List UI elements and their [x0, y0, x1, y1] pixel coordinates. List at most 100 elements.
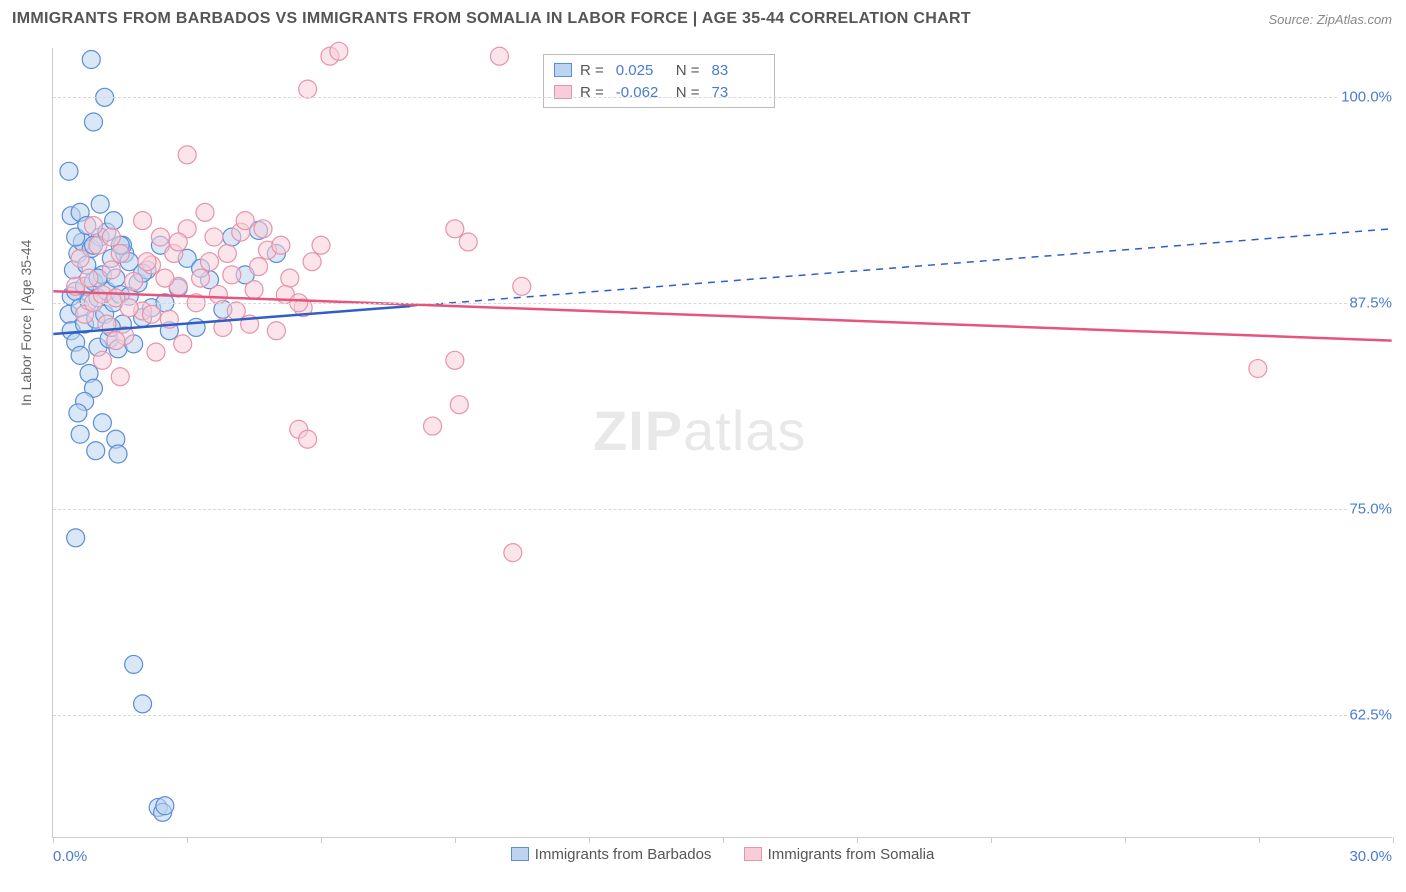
y-tick-label: 75.0%	[1347, 500, 1394, 517]
trend-line-dashed-barbados	[410, 229, 1391, 306]
r-value-barbados: 0.025	[616, 62, 668, 79]
scatter-point-somalia	[490, 47, 508, 65]
chart-canvas	[53, 48, 1392, 837]
scatter-point-somalia	[303, 253, 321, 271]
scatter-point-somalia	[459, 233, 477, 251]
scatter-point-somalia	[205, 228, 223, 246]
scatter-point-somalia	[80, 269, 98, 287]
scatter-point-somalia	[200, 253, 218, 271]
x-tick	[455, 837, 456, 843]
gridline	[53, 97, 1392, 98]
x-tick	[321, 837, 322, 843]
x-tick	[857, 837, 858, 843]
scatter-point-somalia	[299, 80, 317, 98]
scatter-point-somalia	[218, 244, 236, 262]
swatch-barbados	[554, 63, 572, 77]
gridline	[53, 509, 1392, 510]
correlation-stats-box: R = 0.025 N = 83 R = -0.062 N = 73	[543, 54, 775, 108]
scatter-point-somalia	[513, 277, 531, 295]
scatter-point-somalia	[450, 396, 468, 414]
scatter-point-somalia	[299, 430, 317, 448]
x-tick	[589, 837, 590, 843]
scatter-point-somalia	[209, 286, 227, 304]
scatter-point-somalia	[111, 244, 129, 262]
scatter-point-barbados	[134, 695, 152, 713]
scatter-point-barbados	[91, 195, 109, 213]
n-value-barbados: 83	[712, 62, 764, 79]
scatter-point-somalia	[85, 217, 103, 235]
scatter-point-somalia	[156, 269, 174, 287]
scatter-point-barbados	[93, 414, 111, 432]
scatter-point-somalia	[196, 203, 214, 221]
scatter-point-somalia	[254, 220, 272, 238]
y-axis-title: In Labor Force | Age 35-44	[18, 240, 34, 406]
y-tick-label: 100.0%	[1339, 89, 1394, 106]
scatter-point-barbados	[60, 162, 78, 180]
scatter-point-somalia	[102, 228, 120, 246]
x-tick	[53, 837, 54, 843]
x-tick	[1393, 837, 1394, 843]
scatter-point-barbados	[69, 404, 87, 422]
scatter-point-somalia	[151, 228, 169, 246]
scatter-point-somalia	[107, 332, 125, 350]
scatter-point-barbados	[85, 113, 103, 131]
legend-item-barbados: Immigrants from Barbados	[511, 846, 712, 863]
scatter-point-somalia	[245, 281, 263, 299]
scatter-point-somalia	[504, 544, 522, 562]
scatter-point-somalia	[174, 335, 192, 353]
scatter-plot: ZIPatlas R = 0.025 N = 83 R = -0.062 N =…	[52, 48, 1392, 838]
scatter-point-somalia	[446, 351, 464, 369]
scatter-point-somalia	[446, 220, 464, 238]
scatter-point-barbados	[67, 529, 85, 547]
x-tick	[991, 837, 992, 843]
legend-item-somalia: Immigrants from Somalia	[744, 846, 935, 863]
scatter-point-barbados	[87, 442, 105, 460]
scatter-point-somalia	[424, 417, 442, 435]
x-tick	[187, 837, 188, 843]
scatter-point-somalia	[192, 269, 210, 287]
scatter-point-somalia	[111, 368, 129, 386]
gridline	[53, 715, 1392, 716]
scatter-point-somalia	[330, 42, 348, 60]
scatter-point-barbados	[71, 425, 89, 443]
scatter-point-somalia	[250, 258, 268, 276]
scatter-point-somalia	[138, 253, 156, 271]
scatter-point-somalia	[281, 269, 299, 287]
scatter-point-somalia	[1249, 360, 1267, 378]
scatter-point-somalia	[169, 233, 187, 251]
chart-title: IMMIGRANTS FROM BARBADOS VS IMMIGRANTS F…	[12, 10, 971, 27]
scatter-point-barbados	[105, 212, 123, 230]
scatter-point-somalia	[143, 305, 161, 323]
legend-swatch-barbados	[511, 847, 529, 861]
y-tick-label: 87.5%	[1347, 295, 1394, 312]
scatter-point-somalia	[134, 212, 152, 230]
scatter-point-somalia	[227, 302, 245, 320]
scatter-point-somalia	[102, 261, 120, 279]
scatter-point-somalia	[93, 351, 111, 369]
x-tick	[1125, 837, 1126, 843]
stats-row-somalia: R = -0.062 N = 73	[554, 81, 764, 103]
scatter-point-somalia	[125, 272, 143, 290]
legend-swatch-somalia	[744, 847, 762, 861]
scatter-point-somalia	[178, 146, 196, 164]
scatter-point-somalia	[71, 249, 89, 267]
scatter-point-somalia	[267, 322, 285, 340]
scatter-point-somalia	[272, 236, 290, 254]
scatter-point-barbados	[109, 445, 127, 463]
scatter-point-barbados	[82, 51, 100, 69]
bottom-legend: Immigrants from Barbados Immigrants from…	[53, 846, 1392, 866]
scatter-point-somalia	[236, 212, 254, 230]
x-tick	[1259, 837, 1260, 843]
stats-row-barbados: R = 0.025 N = 83	[554, 59, 764, 81]
scatter-point-barbados	[156, 797, 174, 815]
scatter-point-somalia	[147, 343, 165, 361]
gridline	[53, 303, 1392, 304]
scatter-point-barbados	[125, 655, 143, 673]
scatter-point-somalia	[120, 299, 138, 317]
scatter-point-somalia	[223, 266, 241, 284]
scatter-point-barbados	[71, 346, 89, 364]
y-tick-label: 62.5%	[1347, 706, 1394, 723]
scatter-point-somalia	[312, 236, 330, 254]
source-citation: Source: ZipAtlas.com	[1268, 12, 1392, 27]
x-tick	[723, 837, 724, 843]
